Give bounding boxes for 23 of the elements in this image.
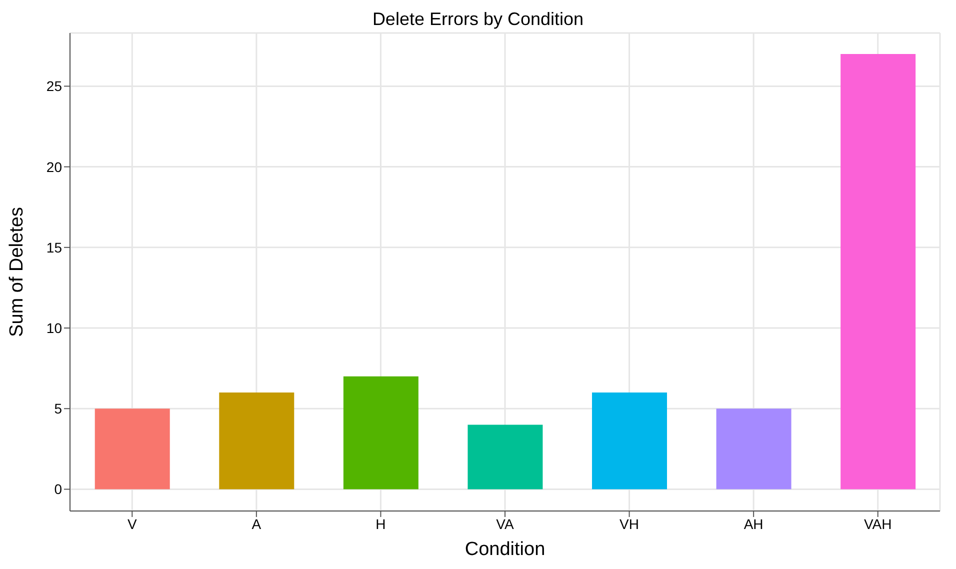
x-tick-label: AH [744,516,764,532]
x-tick-label: V [127,516,138,532]
y-tick-label: 15 [46,239,62,256]
x-tick-label: A [252,516,262,532]
bar [219,392,294,490]
y-tick-label: 5 [54,400,62,417]
y-tick-label: 0 [54,481,62,498]
bar [840,54,916,490]
bar [343,376,418,490]
bar [592,392,667,490]
y-tick-label: 20 [46,158,62,175]
x-tick-label: H [376,516,386,532]
x-tick-label: VA [496,516,514,532]
y-axis-title: Sum of Deletes [6,207,28,337]
bar [716,408,792,490]
x-tick-label: VH [620,516,640,532]
chart-title: Delete Errors by Condition [371,8,585,30]
x-tick-label: VAH [864,516,892,532]
bar [94,408,170,490]
x-axis-title: Condition [464,539,546,560]
bar [468,424,543,490]
y-tick-label: 25 [46,78,62,94]
y-tick-label: 10 [46,320,62,336]
